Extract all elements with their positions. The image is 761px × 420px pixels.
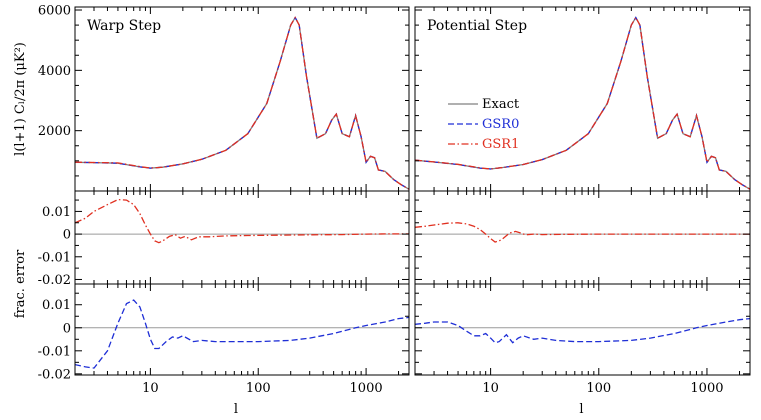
series-gsr1-line bbox=[415, 16, 750, 190]
y-tick-label: -0.01 bbox=[38, 344, 71, 359]
x-tick-label: 100 bbox=[586, 381, 611, 396]
panel-gsr1_error: -0.02 -0.01 0 0.01 bbox=[38, 190, 410, 288]
x-tick-label: 1000 bbox=[690, 381, 723, 396]
panel-frame bbox=[414, 190, 751, 285]
y-axis-title-error: frac. error bbox=[13, 249, 28, 318]
panel-title: Potential Step bbox=[427, 18, 527, 34]
y-tick-label: -0.02 bbox=[38, 367, 71, 382]
y-axis-title-spectrum: l(l+1) Cₗ/2π (μK²) bbox=[13, 42, 28, 156]
panel-frame bbox=[74, 190, 410, 285]
legend-label-gsr0: GSR0 bbox=[482, 117, 519, 132]
panel-gsr0_error: -0.02 -0.01 0 0.01 bbox=[38, 283, 410, 382]
y-tick-label: 6000 bbox=[38, 4, 71, 19]
y-tick-label: 4000 bbox=[38, 64, 71, 79]
x-tick-label: 10 bbox=[142, 381, 159, 396]
y-tick-label: 0 bbox=[63, 321, 71, 336]
x-axis-title: l bbox=[579, 402, 583, 417]
series-gsr1-line bbox=[75, 16, 409, 190]
x-tick-label: 100 bbox=[246, 381, 271, 396]
panel-frame bbox=[74, 283, 410, 376]
x-axis-title: l bbox=[234, 402, 238, 417]
chart-warp-step: 2000 4000 6000 -0.02 -0.01 0 0.01 -0.02 -0.01 0 0.… bbox=[38, 4, 410, 417]
y-tick-label: 0 bbox=[63, 228, 71, 243]
chart-potential-step: 10 100 1000 l Potential Step bbox=[414, 6, 751, 417]
panel-title: Warp Step bbox=[87, 18, 161, 34]
series-gsr1-line bbox=[75, 198, 409, 244]
y-tick-label: 2000 bbox=[38, 124, 71, 139]
panel-frame bbox=[414, 6, 751, 192]
panel-spectrum: 2000 4000 6000 bbox=[38, 4, 410, 192]
series-gsr1-line bbox=[415, 222, 750, 243]
y-tick-label: -0.01 bbox=[38, 250, 71, 265]
legend-label-exact: Exact bbox=[482, 97, 520, 112]
y-tick-label: 0.01 bbox=[42, 205, 71, 220]
y-tick-label: -0.02 bbox=[38, 273, 71, 288]
panel-gsr0_error bbox=[414, 283, 751, 376]
series-gsr0-line bbox=[415, 317, 750, 344]
legend: Exact GSR0 GSR1 bbox=[448, 97, 520, 152]
y-tick-label: 0.01 bbox=[42, 298, 71, 313]
series-gsr0-line bbox=[75, 299, 409, 369]
x-tick-label: 10 bbox=[482, 381, 499, 396]
panel-spectrum bbox=[414, 6, 751, 192]
x-tick-label: 1000 bbox=[350, 381, 383, 396]
legend-label-gsr1: GSR1 bbox=[482, 137, 519, 152]
panel-gsr1_error bbox=[414, 190, 751, 285]
panel-frame bbox=[74, 6, 410, 192]
panel-frame bbox=[414, 283, 751, 376]
